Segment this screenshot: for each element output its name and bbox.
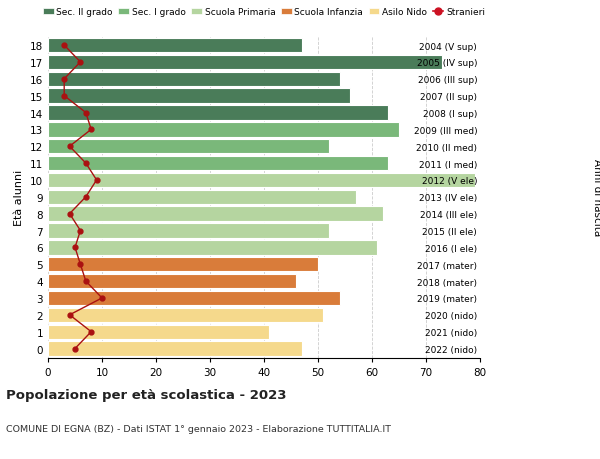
Y-axis label: Età alunni: Età alunni — [14, 169, 25, 225]
Bar — [48, 341, 302, 356]
Bar — [48, 325, 269, 339]
Bar — [48, 39, 302, 53]
Bar — [48, 224, 329, 238]
Bar — [48, 123, 399, 137]
Bar — [48, 207, 383, 221]
Legend: Sec. II grado, Sec. I grado, Scuola Primaria, Scuola Infanzia, Asilo Nido, Stran: Sec. II grado, Sec. I grado, Scuola Prim… — [39, 4, 489, 21]
Bar — [48, 56, 442, 70]
Bar — [48, 257, 318, 272]
Text: Popolazione per età scolastica - 2023: Popolazione per età scolastica - 2023 — [6, 388, 287, 401]
Bar — [48, 140, 329, 154]
Bar — [48, 241, 377, 255]
Bar — [48, 73, 340, 87]
Bar — [48, 274, 296, 289]
Bar — [48, 308, 323, 322]
Bar — [48, 106, 388, 120]
Text: Anni di nascita: Anni di nascita — [592, 159, 600, 236]
Bar — [48, 190, 356, 205]
Bar — [48, 291, 340, 305]
Text: COMUNE DI EGNA (BZ) - Dati ISTAT 1° gennaio 2023 - Elaborazione TUTTITALIA.IT: COMUNE DI EGNA (BZ) - Dati ISTAT 1° genn… — [6, 425, 391, 434]
Bar — [48, 174, 475, 188]
Bar — [48, 157, 388, 171]
Bar — [48, 90, 350, 104]
